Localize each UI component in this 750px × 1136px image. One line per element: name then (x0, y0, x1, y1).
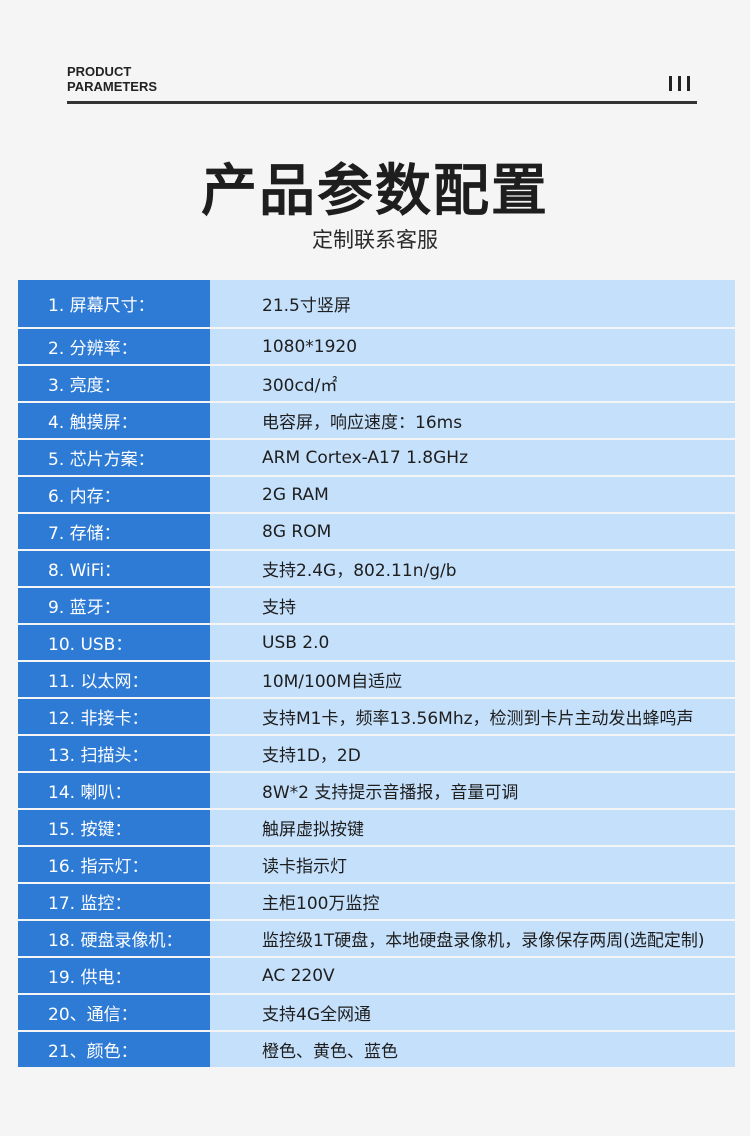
spec-value: 支持1D，2D (210, 736, 735, 771)
spec-label: 16. 指示灯： (18, 847, 210, 882)
header-line-2: PARAMETERS (67, 79, 158, 94)
header-english-title: PRODUCT PARAMETERS (67, 64, 157, 94)
spec-row: 4. 触摸屏： 电容屏，响应速度：16ms (18, 403, 735, 440)
spec-row: 21、颜色： 橙色、黄色、蓝色 (18, 1032, 735, 1067)
header-line-1: PRODUCT (67, 64, 132, 79)
spec-row: 19. 供电： AC 220V (18, 958, 735, 995)
spec-label: 4. 触摸屏： (18, 403, 210, 438)
spec-row: 12. 非接卡： 支持M1卡，频率13.56Mhz，检测到卡片主动发出蜂鸣声 (18, 699, 735, 736)
spec-row: 1. 屏幕尺寸： 21.5寸竖屏 (18, 280, 735, 329)
spec-row: 17. 监控： 主柜100万监控 (18, 884, 735, 921)
spec-label: 1. 屏幕尺寸： (18, 280, 210, 327)
spec-row: 15. 按键： 触屏虚拟按键 (18, 810, 735, 847)
spec-row: 3. 亮度： 300cd/㎡ (18, 366, 735, 403)
spec-value: 触屏虚拟按键 (210, 810, 735, 845)
spec-label: 21、颜色： (18, 1032, 210, 1067)
spec-value: 支持M1卡，频率13.56Mhz，检测到卡片主动发出蜂鸣声 (210, 699, 735, 734)
spec-value: 读卡指示灯 (210, 847, 735, 882)
spec-row: 13. 扫描头： 支持1D，2D (18, 736, 735, 773)
spec-value: 监控级1T硬盘，本地硬盘录像机，录像保存两周(选配定制) (210, 921, 735, 956)
spec-label: 19. 供电： (18, 958, 210, 993)
spec-label: 15. 按键： (18, 810, 210, 845)
spec-row: 18. 硬盘录像机： 监控级1T硬盘，本地硬盘录像机，录像保存两周(选配定制) (18, 921, 735, 958)
spec-row: 8. WiFi： 支持2.4G，802.11n/g/b (18, 551, 735, 588)
spec-row: 14. 喇叭： 8W*2 支持提示音播报，音量可调 (18, 773, 735, 810)
spec-value: AC 220V (210, 958, 735, 993)
spec-value: 10M/100M自适应 (210, 662, 735, 697)
three-bars-icon (669, 76, 690, 91)
spec-row: 7. 存储： 8G ROM (18, 514, 735, 551)
spec-value: 主柜100万监控 (210, 884, 735, 919)
spec-value: 电容屏，响应速度：16ms (210, 403, 735, 438)
spec-label: 6. 内存： (18, 477, 210, 512)
spec-label: 18. 硬盘录像机： (18, 921, 210, 956)
spec-label: 17. 监控： (18, 884, 210, 919)
spec-label: 20、通信： (18, 995, 210, 1030)
spec-value: 300cd/㎡ (210, 366, 735, 401)
spec-label: 3. 亮度： (18, 366, 210, 401)
spec-row: 5. 芯片方案： ARM Cortex-A17 1.8GHz (18, 440, 735, 477)
spec-label: 13. 扫描头： (18, 736, 210, 771)
spec-label: 2. 分辨率： (18, 329, 210, 364)
spec-row: 11. 以太网： 10M/100M自适应 (18, 662, 735, 699)
spec-label: 9. 蓝牙： (18, 588, 210, 623)
spec-value: 2G RAM (210, 477, 735, 512)
spec-row: 20、通信： 支持4G全网通 (18, 995, 735, 1032)
spec-row: 10. USB： USB 2.0 (18, 625, 735, 662)
spec-value: 1080*1920 (210, 329, 735, 364)
spec-value: 8W*2 支持提示音播报，音量可调 (210, 773, 735, 808)
spec-value: 21.5寸竖屏 (210, 280, 735, 327)
spec-value: USB 2.0 (210, 625, 735, 660)
spec-label: 11. 以太网： (18, 662, 210, 697)
spec-row: 2. 分辨率： 1080*1920 (18, 329, 735, 366)
spec-label: 7. 存储： (18, 514, 210, 549)
spec-value: 支持 (210, 588, 735, 623)
spec-table: 1. 屏幕尺寸： 21.5寸竖屏 2. 分辨率： 1080*1920 3. 亮度： 300… (18, 280, 735, 1067)
spec-label: 8. WiFi： (18, 551, 210, 586)
spec-value: ARM Cortex-A17 1.8GHz (210, 440, 735, 475)
page-title: 产品参数配置 (201, 159, 549, 224)
spec-label: 14. 喇叭： (18, 773, 210, 808)
spec-value: 支持2.4G，802.11n/g/b (210, 551, 735, 586)
spec-row: 16. 指示灯： 读卡指示灯 (18, 847, 735, 884)
spec-value: 8G ROM (210, 514, 735, 549)
divider (67, 101, 697, 104)
spec-label: 12. 非接卡： (18, 699, 210, 734)
spec-row: 6. 内存： 2G RAM (18, 477, 735, 514)
page-subtitle: 定制联系客服 (312, 228, 438, 252)
spec-label: 10. USB： (18, 625, 210, 660)
spec-value: 支持4G全网通 (210, 995, 735, 1030)
spec-label: 5. 芯片方案： (18, 440, 210, 475)
spec-row: 9. 蓝牙： 支持 (18, 588, 735, 625)
spec-value: 橙色、黄色、蓝色 (210, 1032, 735, 1067)
